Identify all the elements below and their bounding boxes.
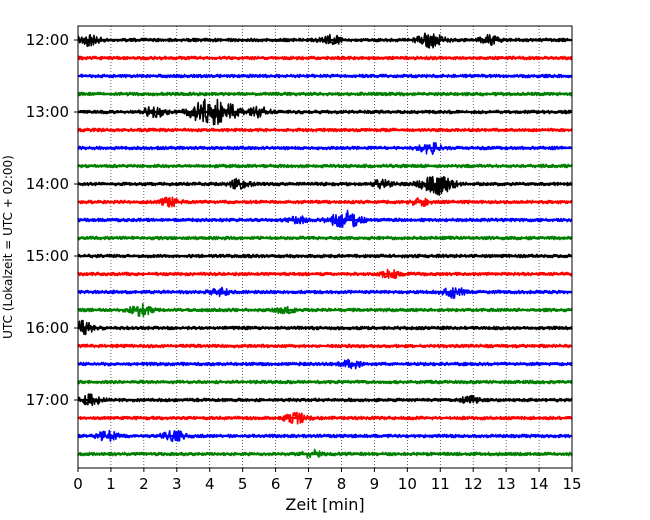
x-tick-label: 2 — [139, 475, 149, 493]
x-tick-label: 11 — [431, 475, 450, 493]
x-tick-label: 8 — [337, 475, 347, 493]
x-tick-label: 1 — [106, 475, 116, 493]
y-tick-label: 16:00 — [26, 319, 69, 337]
x-axis-label: Zeit [min] — [285, 495, 364, 514]
y-tick-label: 15:00 — [26, 247, 69, 265]
x-axis: 0 1 2 3 4 5 6 7 8 9 10 11 12 13 14 15 — [73, 468, 582, 493]
y-tick-label: 17:00 — [26, 391, 69, 409]
x-tick-label: 6 — [271, 475, 281, 493]
x-tick-label: 5 — [238, 475, 248, 493]
x-tick-label: 4 — [205, 475, 215, 493]
y-tick-label: 12:00 — [26, 31, 69, 49]
x-tick-label: 12 — [464, 475, 483, 493]
x-tick-label: 10 — [398, 475, 417, 493]
x-tick-label: 9 — [370, 475, 380, 493]
y-tick-label: 13:00 — [26, 103, 69, 121]
plot-frame — [77, 25, 573, 469]
x-tick-label: 14 — [530, 475, 549, 493]
y-axis: 12:00 13:00 14:00 15:00 16:00 17:00 — [26, 31, 78, 409]
x-tick-label: 13 — [497, 475, 516, 493]
y-tick-label: 14:00 — [26, 175, 69, 193]
y-axis-label: UTC (Lokalzeit = UTC + 02:00) — [1, 155, 15, 339]
x-tick-label: 7 — [304, 475, 314, 493]
x-tick-label: 0 — [73, 475, 83, 493]
x-tick-label: 15 — [562, 475, 581, 493]
x-tick-label: 3 — [172, 475, 182, 493]
traces — [77, 32, 573, 459]
